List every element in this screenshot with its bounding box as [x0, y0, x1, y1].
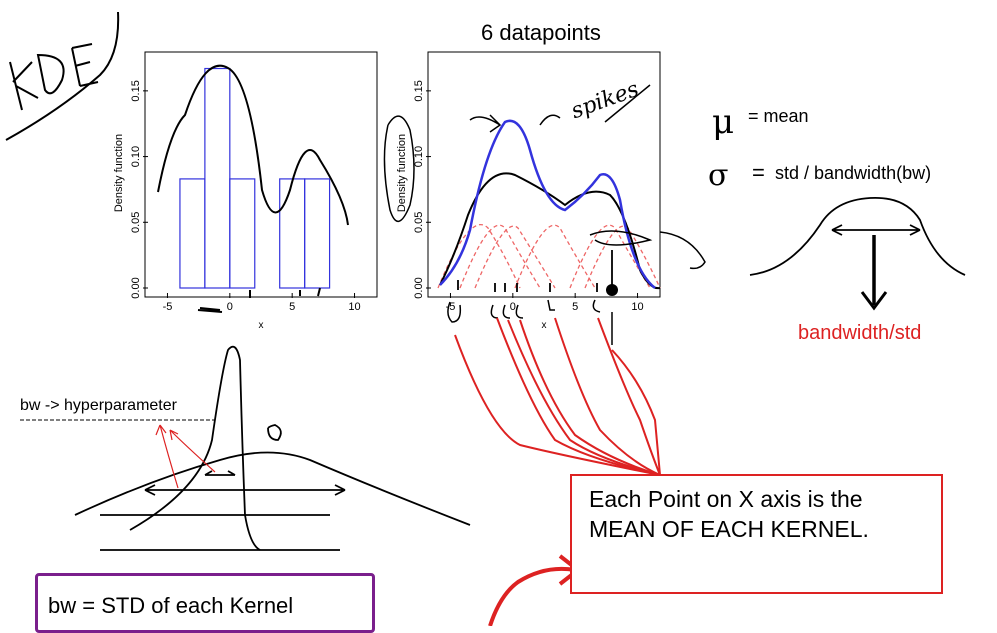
x-tick-label: 5: [572, 301, 578, 313]
y-tick-label: 0.05: [413, 212, 425, 233]
hyperparameter-arrows: [155, 424, 216, 489]
y-axis-label: Density function: [113, 134, 125, 212]
highlighted-point: [606, 284, 618, 296]
y-axis-label: Density function: [396, 134, 408, 212]
x-axis-label: x: [542, 320, 547, 331]
handwritten-annotations: [383, 114, 706, 345]
red-curved-arrow: [488, 554, 582, 626]
kernel-note-line1: Each Point on X axis is the: [589, 486, 863, 512]
kernel-sum-plot: -5 0 5 10 0.00 0.05 0.10 0.15 x Density function: [383, 51, 706, 345]
x-tick-label: 0: [227, 301, 233, 313]
red-pointer-lines: [454, 317, 661, 476]
spikes-underline: [604, 84, 651, 123]
bell-curve-diagram: [749, 197, 966, 311]
y-tick-label: 0.10: [130, 146, 142, 167]
page-title: 6 datapoints: [481, 20, 601, 45]
histogram-bar: [229, 178, 256, 289]
sigma-symbol: σ: [708, 158, 729, 193]
kde-curve: [157, 64, 349, 226]
bw-definition-text: bw = STD of each Kernel: [48, 593, 294, 618]
x-tick-label: -5: [446, 301, 456, 313]
mean-label: = mean: [748, 106, 809, 126]
histogram-bar: [179, 178, 206, 289]
y-tick-label: 0.15: [130, 80, 142, 101]
x-axis-label: x: [259, 320, 264, 331]
rug-marks: [457, 250, 613, 292]
y-tick-label: 0.15: [413, 80, 425, 101]
histogram-bar: [304, 178, 331, 289]
bandwidth-std-label: bandwidth/std: [798, 322, 922, 344]
y-tick-label: 0.00: [130, 277, 142, 298]
y-tick-label: 0.10: [413, 146, 425, 167]
x-tick-label: 5: [289, 301, 295, 313]
hyperparameter-label: bw -> hyperparameter: [20, 397, 177, 414]
kernel-note-line2: MEAN OF EACH KERNEL.: [589, 516, 869, 542]
bw-definition-box: bw = STD of each Kernel: [35, 573, 375, 633]
kde-handwritten-title: [5, 11, 120, 141]
histogram-bar: [204, 67, 231, 289]
x-tick-label: 10: [348, 301, 360, 313]
bandwidth-sketch: [74, 345, 471, 551]
x-tick-label: -5: [163, 301, 173, 313]
mu-symbol: μ: [712, 102, 735, 142]
histogram-kde-plot: -5 0 5 10 0.00 0.05 0.10 0.15 x Density function: [113, 51, 378, 331]
narrow-bw-curve: [439, 119, 656, 289]
y-tick-label: 0.00: [413, 277, 425, 298]
y-tick-label: 0.05: [130, 212, 142, 233]
std-bandwidth-label: std / bandwidth(bw): [775, 163, 932, 183]
x-tick-label: 0: [510, 301, 516, 313]
kernel-note-box: Each Point on X axis is the MEAN OF EACH…: [570, 474, 943, 594]
sigma-dash: =: [752, 160, 765, 185]
rug-marks: [197, 287, 321, 313]
x-tick-label: 10: [631, 301, 643, 313]
plot-frame: [144, 51, 378, 298]
plot-frame: [427, 51, 661, 298]
histogram-bar: [279, 178, 306, 289]
